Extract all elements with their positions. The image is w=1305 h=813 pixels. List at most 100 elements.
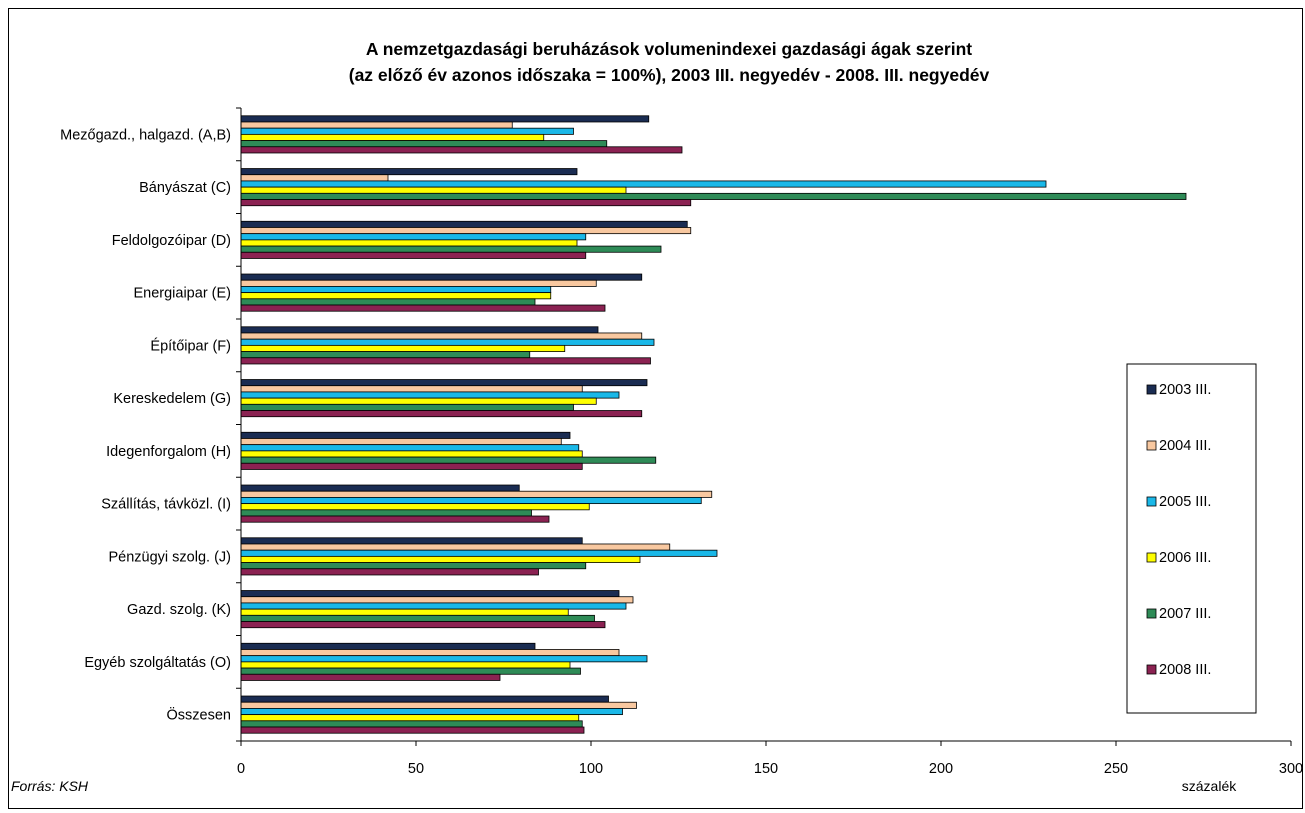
bar-6-series-2: [240, 385, 583, 393]
x-tick-label: 100: [579, 761, 603, 777]
legend-box: [1126, 363, 1257, 714]
category-label-8: Szállítás, távközl. (I): [101, 497, 231, 513]
bar-5-series-6: [240, 357, 651, 365]
bar-10-series-2: [240, 596, 634, 604]
bar-11-series-4: [240, 661, 571, 669]
bar-10-series-3: [240, 602, 627, 610]
bar-11-series-3: [240, 655, 648, 663]
bar-2-series-1: [240, 168, 578, 176]
legend-swatch-3: [1146, 496, 1157, 507]
bar-7-series-2: [240, 438, 562, 446]
bar-10-series-6: [240, 621, 606, 629]
bar-4-series-1: [240, 273, 643, 281]
bar-8-series-4: [240, 503, 590, 511]
x-tick-label: 50: [408, 761, 424, 777]
bar-1-series-4: [240, 133, 545, 141]
category-label-10: Gazd. szolg. (K): [127, 602, 231, 618]
bar-12-series-1: [240, 695, 609, 703]
bar-2-series-3: [240, 180, 1047, 188]
bar-10-series-5: [240, 614, 595, 622]
chart-subtitle: (az előző év azonos időszaka = 100%), 20…: [349, 65, 990, 85]
bar-11-series-2: [240, 649, 620, 657]
category-label-1: Mezőgazd., halgazd. (A,B): [60, 127, 231, 143]
bar-3-series-1: [240, 220, 688, 228]
bar-11-series-6: [240, 673, 501, 681]
x-tick-label: 250: [1104, 761, 1128, 777]
bar-4-series-2: [240, 279, 597, 287]
bar-8-series-6: [240, 515, 550, 523]
legend-swatch-1: [1146, 384, 1157, 395]
bar-7-series-6: [240, 462, 583, 470]
bar-10-series-4: [240, 608, 569, 616]
bar-7-series-5: [240, 456, 657, 464]
category-label-3: Feldolgozóipar (D): [112, 233, 231, 249]
bar-12-series-4: [240, 714, 580, 722]
category-label-11: Egyéb szolgáltatás (O): [84, 655, 231, 671]
bar-1-series-1: [240, 115, 650, 123]
bar-1-series-3: [240, 127, 574, 135]
bar-9-series-4: [240, 555, 641, 563]
category-label-6: Kereskedelem (G): [113, 391, 231, 407]
bar-8-series-5: [240, 509, 532, 517]
chart: A nemzetgazdasági beruházások volumenind…: [11, 39, 1302, 794]
legend-label-4: 2006 III.: [1159, 550, 1211, 566]
bar-2-series-4: [240, 186, 627, 194]
bar-12-series-6: [240, 726, 585, 734]
bar-3-series-4: [240, 239, 578, 247]
bar-11-series-1: [240, 642, 536, 650]
bar-5-series-4: [240, 344, 566, 352]
bar-10-series-1: [240, 590, 620, 598]
source-note: Forrás: KSH: [11, 778, 89, 794]
bar-6-series-6: [240, 410, 643, 418]
bar-4-series-6: [240, 304, 606, 312]
bars-layer: Mezőgazd., halgazd. (A,B) Bányászat (C) Fe…: [60, 115, 1187, 734]
bar-12-series-5: [240, 720, 583, 728]
bar-5-series-1: [240, 326, 599, 334]
x-tick-label: 200: [929, 761, 953, 777]
bar-8-series-1: [240, 484, 520, 492]
bar-2-series-5: [240, 192, 1187, 200]
x-tick-label: 300: [1279, 761, 1302, 777]
bar-3-series-2: [240, 227, 692, 235]
legend-label-6: 2008 III.: [1159, 662, 1211, 678]
bar-6-series-3: [240, 391, 620, 399]
bar-6-series-5: [240, 403, 574, 411]
bar-1-series-2: [240, 121, 513, 129]
legend-label-1: 2003 III.: [1159, 382, 1211, 398]
bar-5-series-3: [240, 338, 655, 346]
category-label-9: Pénzügyi szolg. (J): [109, 549, 232, 565]
bar-9-series-6: [240, 568, 539, 576]
x-tick-label: 150: [754, 761, 778, 777]
chart-title: A nemzetgazdasági beruházások volumenind…: [366, 39, 972, 59]
bar-6-series-4: [240, 397, 597, 405]
bar-7-series-4: [240, 450, 583, 458]
bar-4-series-3: [240, 286, 552, 294]
bar-8-series-3: [240, 497, 702, 505]
legend-label-2: 2004 III.: [1159, 438, 1211, 454]
bar-7-series-1: [240, 431, 571, 439]
legend-label-5: 2007 III.: [1159, 606, 1211, 622]
bar-12-series-3: [240, 708, 623, 716]
category-label-7: Idegenforgalom (H): [106, 444, 231, 460]
axis-layer: 0 50 100 150 200 250 300: [236, 107, 1302, 777]
bar-4-series-4: [240, 292, 552, 300]
bar-9-series-5: [240, 562, 587, 570]
x-tick-label: 0: [237, 761, 245, 777]
legend-swatch-6: [1146, 664, 1157, 675]
bar-4-series-5: [240, 298, 536, 306]
bar-3-series-3: [240, 233, 587, 241]
legend-swatch-4: [1146, 552, 1157, 563]
category-label-5: Építőipar (F): [150, 337, 231, 354]
bar-9-series-3: [240, 549, 718, 557]
bar-1-series-6: [240, 146, 683, 154]
bar-6-series-1: [240, 379, 648, 387]
legend-swatch-2: [1146, 440, 1157, 451]
bar-3-series-6: [240, 251, 587, 259]
bar-5-series-5: [240, 351, 531, 359]
legend-label-3: 2005 III.: [1159, 494, 1211, 510]
bar-1-series-5: [240, 140, 608, 148]
bar-7-series-3: [240, 444, 580, 452]
x-axis-unit-label: százalék: [1182, 778, 1237, 794]
bar-5-series-2: [240, 332, 643, 340]
legend: 2003 III. 2004 III. 2005 III. 2006 III. 2007…: [1126, 363, 1257, 714]
